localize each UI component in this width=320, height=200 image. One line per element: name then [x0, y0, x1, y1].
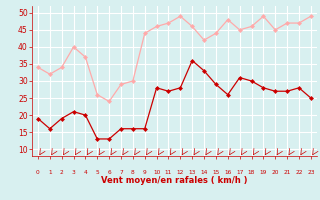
X-axis label: Vent moyen/en rafales ( km/h ): Vent moyen/en rafales ( km/h )	[101, 176, 248, 185]
